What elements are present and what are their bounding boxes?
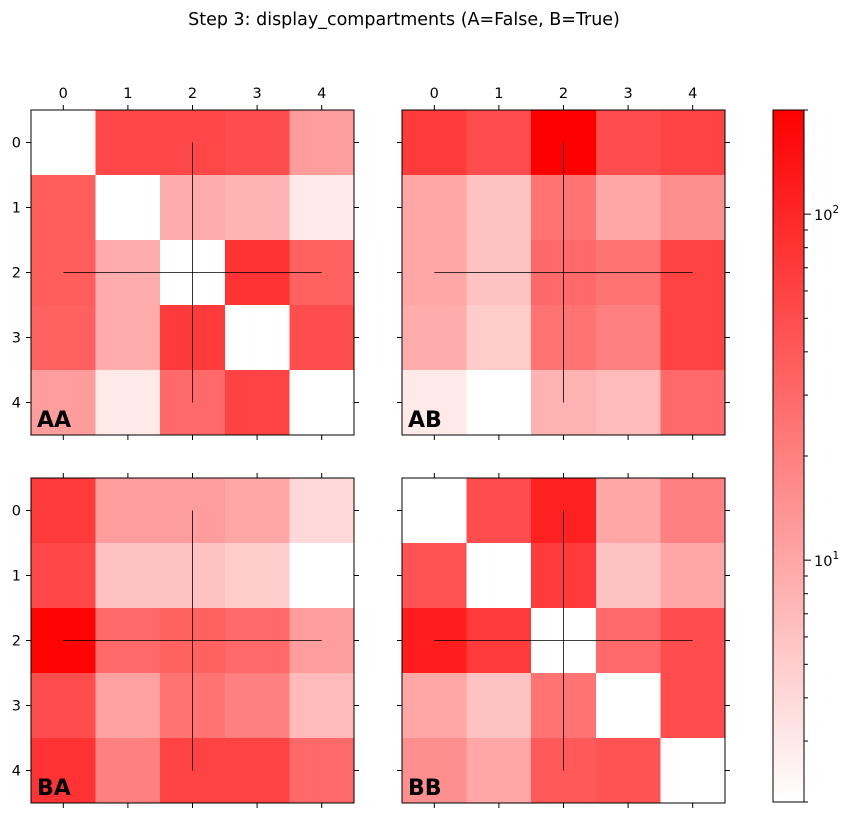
colorbar: 101 102 [772, 109, 839, 803]
heatmap-cell [595, 370, 661, 436]
y-tick-label: 2 [12, 634, 21, 650]
heatmap-cell [95, 673, 161, 739]
heatmap-cell [31, 738, 97, 804]
heatmap-cell [224, 305, 290, 371]
heatmap-cell [289, 543, 355, 609]
heatmap-cell [95, 478, 161, 544]
panel-label: BA [37, 776, 71, 801]
y-tick-label: 0 [12, 504, 21, 520]
heatmap-cell [31, 543, 97, 609]
heatmap-cell [289, 478, 355, 544]
heatmap-cell [224, 175, 290, 241]
heatmap-cell [95, 370, 161, 436]
heatmap-cell [289, 673, 355, 739]
x-tick-label: 3 [623, 86, 632, 102]
panel-label: AB [408, 408, 442, 433]
heatmap-cell [224, 110, 290, 176]
y-tick-label: 1 [12, 569, 21, 585]
x-tick-label: 3 [252, 86, 261, 102]
x-tick-label: 0 [59, 86, 68, 102]
heatmap-cell [31, 478, 97, 544]
heatmap-cell [660, 738, 726, 804]
heatmap-cell [402, 543, 468, 609]
heatmap-cell [660, 478, 726, 544]
x-tick-label: 4 [688, 86, 697, 102]
heatmap-cell [402, 110, 468, 176]
heatmap-cell [289, 175, 355, 241]
heatmap-cell [595, 673, 661, 739]
heatmap-cell [466, 478, 532, 544]
y-tick-label: 4 [12, 764, 21, 780]
x-tick-label: 2 [559, 86, 568, 102]
heatmap-panel-ab: 0 1 2 3 4 AB [397, 86, 730, 440]
heatmap-cell [595, 175, 661, 241]
heatmap-cell [660, 543, 726, 609]
heatmap-cell [289, 110, 355, 176]
y-tick-label: 3 [12, 699, 21, 715]
heatmap-cell [402, 478, 468, 544]
heatmap-panel-ba: 0 1 2 3 4 BA [12, 473, 359, 808]
heatmap-cell [402, 370, 468, 436]
heatmap-cell [660, 673, 726, 739]
heatmap-cell [402, 673, 468, 739]
panel-label: BB [408, 776, 442, 801]
heatmap-cell [466, 305, 532, 371]
heatmap-cell [95, 175, 161, 241]
heatmap-cell [595, 543, 661, 609]
heatmap-cell [595, 738, 661, 804]
heatmap-cell [466, 543, 532, 609]
heatmap-panel-aa: 0 0 1 1 2 2 3 3 4 4 AA [12, 86, 359, 440]
heatmap-cell [289, 738, 355, 804]
colorbar-tick-label: 101 [814, 550, 839, 570]
heatmap-cell [660, 175, 726, 241]
heatmap-cell [224, 673, 290, 739]
heatmap-cell [466, 673, 532, 739]
y-tick-label: 0 [12, 136, 21, 152]
x-tick-label: 1 [123, 86, 132, 102]
x-tick-label: 0 [430, 86, 439, 102]
heatmap-panel-bb: BB [397, 473, 730, 808]
colorbar-tick-label: 102 [814, 204, 839, 224]
heatmap-cell [224, 370, 290, 436]
heatmap-cell [466, 110, 532, 176]
heatmap-cell [31, 175, 97, 241]
y-tick-label: 3 [12, 331, 21, 347]
x-tick-label: 1 [494, 86, 503, 102]
heatmap-cell [289, 370, 355, 436]
figure-title: Step 3: display_compartments (A=False, B… [188, 10, 620, 30]
y-tick-label: 4 [12, 396, 21, 412]
heatmap-cell [95, 543, 161, 609]
heatmap-cell [660, 370, 726, 436]
heatmap-cell [660, 305, 726, 371]
heatmap-cell [466, 175, 532, 241]
colorbar-gradient [772, 109, 805, 803]
heatmap-cell [402, 175, 468, 241]
heatmap-cell [402, 305, 468, 371]
heatmap-cell [224, 478, 290, 544]
heatmap-cell [466, 738, 532, 804]
heatmap-cell [466, 370, 532, 436]
heatmap-cell [224, 738, 290, 804]
heatmap-cell [595, 305, 661, 371]
x-tick-label: 2 [188, 86, 197, 102]
y-tick-label: 2 [12, 266, 21, 282]
heatmap-cell [595, 110, 661, 176]
heatmap-cell [95, 738, 161, 804]
heatmap-cell [31, 305, 97, 371]
heatmap-cell [660, 110, 726, 176]
heatmap-panels: 0 0 1 1 2 2 3 3 4 4 AA 0 1 2 3 4 AB 0 1 2 3 4 BA BB [12, 86, 730, 808]
panel-label: AA [37, 408, 71, 433]
heatmap-cell [224, 543, 290, 609]
heatmap-cell [31, 370, 97, 436]
heatmap-cell [31, 110, 97, 176]
heatmap-cell [289, 305, 355, 371]
x-tick-label: 4 [317, 86, 326, 102]
heatmap-cell [31, 673, 97, 739]
y-tick-label: 1 [12, 201, 21, 217]
heatmap-cell [402, 738, 468, 804]
heatmap-cell [95, 305, 161, 371]
heatmap-cell [95, 110, 161, 176]
heatmap-cell [595, 478, 661, 544]
